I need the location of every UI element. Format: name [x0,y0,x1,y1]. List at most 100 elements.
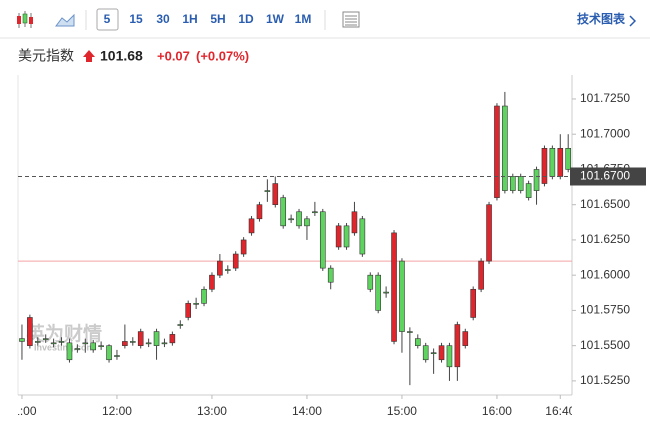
candle-body [185,303,192,318]
candle-body [34,341,41,343]
candle-body [193,303,199,305]
candle-body [232,253,239,269]
current-price-box [570,167,646,186]
candle-body [462,331,469,346]
candle-body [27,317,33,346]
x-tick-label: 15:00 [387,404,417,418]
x-tick-label: 13:00 [197,404,227,418]
candle-body [280,197,287,227]
candle-body [359,218,366,255]
x-tick-label: 16:00 [482,404,512,418]
interval-button[interactable]: 5 [104,12,111,26]
y-tick-label: 101.5500 [580,338,630,352]
candle-body [375,274,382,311]
candle-body [565,148,572,170]
current-price-label: 101.6700 [580,169,630,183]
y-tick-label: 101.6000 [580,267,630,281]
candle-body [525,183,532,198]
candle-body [256,204,263,220]
candle-body [288,218,294,221]
candle-body [98,345,104,347]
candle-body [478,260,484,290]
selected-interval-box [96,8,119,31]
candle-body [399,260,405,332]
y-tick-label: 101.6500 [580,197,630,211]
x-tick-label: 14:00 [292,404,322,418]
candle-body [58,341,65,343]
watermark: Investing.com [34,342,95,352]
x-tick-label: 11:00 [7,404,36,418]
candle-body [137,331,144,346]
candle-body [343,225,350,248]
candle-body [248,218,255,234]
candle-body [486,204,492,262]
y-tick-label: 101.5750 [580,303,630,317]
tech-chart-link[interactable]: 技术图表 [577,11,626,26]
candle-body [240,239,247,255]
price: 101.68 [100,48,143,64]
candle-body [272,183,279,205]
candle-body [264,190,271,192]
candle-body [407,331,413,333]
candle-body [224,269,231,271]
interval-button[interactable]: 30 [156,12,170,26]
y-tick-label: 101.7000 [580,126,630,140]
candle-body [312,211,318,214]
change: +0.07 [157,48,190,63]
interval-button[interactable]: 15 [129,12,143,26]
candle-body [201,288,207,304]
candle-body [42,338,49,340]
candle-body [50,342,57,345]
candle-body [502,105,508,191]
table-icon[interactable] [342,11,360,28]
candle-body [383,291,389,294]
candle-body [209,274,215,290]
candle-icon[interactable] [17,11,33,28]
candle-body [422,345,429,361]
candle-body [533,169,540,191]
candle-body [82,342,89,345]
interval-button[interactable]: 1W [266,12,285,26]
area-icon[interactable] [55,13,75,27]
candle-body [19,338,25,342]
candle-body [549,148,556,177]
candle-body [145,342,152,345]
y-tick-label: 101.6250 [580,232,630,246]
candle-body [367,274,374,290]
interval-button[interactable]: 5H [210,12,225,26]
candle-body [557,148,564,177]
candle-body [114,355,120,357]
candle-body [66,342,73,361]
candle-body [509,176,516,191]
candle-body [169,334,176,344]
arrow-icon [629,15,637,27]
candle-body [161,342,168,345]
candle-body [470,288,477,318]
candle-body [327,267,334,283]
y-tick-label: 101.7250 [580,91,630,105]
candle-body [217,260,223,276]
candle-body [319,211,326,269]
interval-button[interactable]: 1H [182,12,197,26]
candle-body [430,352,437,355]
candle-body [74,348,81,350]
candle-body [391,232,397,342]
instrument-name: 美元指数 [18,48,74,64]
interval-button[interactable]: 1D [238,12,254,26]
candle-body [494,105,500,198]
x-tick-label: 12:00 [102,404,132,418]
candle-body [541,148,548,184]
candle-body [446,345,453,368]
candle-body [351,211,358,234]
interval-button[interactable]: 1M [295,12,312,26]
candle-body [414,338,421,346]
y-tick-label: 101.5250 [580,373,630,387]
candle-body [296,211,302,227]
up-arrow [83,50,95,62]
candle-body [90,342,97,351]
candle-body [122,341,128,346]
x-tick-label: 16:40 [545,404,575,418]
x-labels: 11:00 12:00 13:00 14:00 15:00 16:00 16:40 [7,404,575,418]
